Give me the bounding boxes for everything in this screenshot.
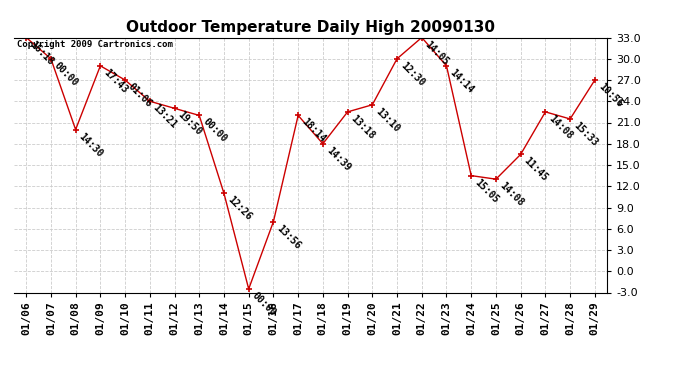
Text: 11:45: 11:45	[522, 156, 550, 184]
Text: 00:00: 00:00	[52, 60, 80, 88]
Title: Outdoor Temperature Daily High 20090130: Outdoor Temperature Daily High 20090130	[126, 20, 495, 35]
Text: 13:10: 13:10	[374, 106, 402, 134]
Text: 13:56: 13:56	[275, 223, 303, 251]
Text: 12:30: 12:30	[398, 60, 426, 88]
Text: 16:18: 16:18	[28, 39, 55, 67]
Text: 14:08: 14:08	[497, 180, 525, 209]
Text: 14:39: 14:39	[324, 145, 352, 173]
Text: 01:06: 01:06	[126, 81, 155, 109]
Text: 17:43: 17:43	[101, 67, 130, 95]
Text: 15:05: 15:05	[473, 177, 500, 205]
Text: 19:50: 19:50	[176, 110, 204, 138]
Text: 14:08: 14:08	[546, 113, 575, 141]
Text: 14:05: 14:05	[423, 39, 451, 67]
Text: 18:14: 18:14	[299, 117, 327, 145]
Text: 12:26: 12:26	[226, 195, 253, 223]
Text: 00:00: 00:00	[250, 290, 278, 318]
Text: 14:14: 14:14	[448, 67, 475, 95]
Text: 00:00: 00:00	[201, 117, 228, 145]
Text: 13:18: 13:18	[349, 113, 377, 141]
Text: Copyright 2009 Cartronics.com: Copyright 2009 Cartronics.com	[17, 40, 172, 49]
Text: 15:33: 15:33	[571, 120, 600, 148]
Text: 10:56: 10:56	[596, 81, 624, 109]
Text: 14:30: 14:30	[77, 131, 105, 159]
Text: 13:21: 13:21	[151, 103, 179, 130]
